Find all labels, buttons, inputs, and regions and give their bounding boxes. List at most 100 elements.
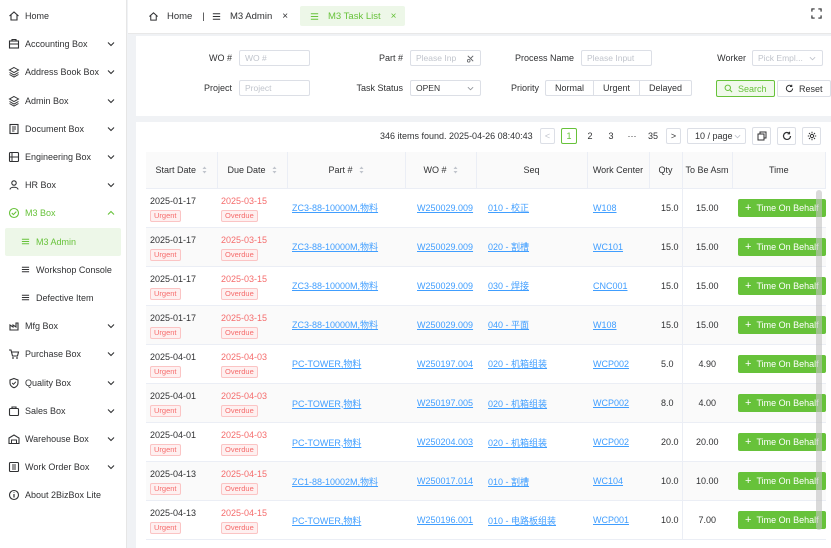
sidebar-item-about-2bizbox-lite[interactable]: About 2BizBox Lite [0, 481, 126, 509]
time-on-behalf-button[interactable]: + Time On Behalf [738, 276, 826, 295]
work-center-link[interactable]: W108 [593, 319, 617, 330]
wo-link[interactable]: W250029.009 [417, 319, 474, 330]
sidebar-item-m3-box[interactable]: M3 Box [0, 199, 126, 227]
seq-link[interactable]: 020 - 机箱组装 [488, 398, 548, 409]
sort-icon[interactable] [272, 166, 277, 174]
time-on-behalf-button[interactable]: + Time On Behalf [738, 354, 826, 373]
wo-link[interactable]: W250029.009 [417, 280, 474, 291]
part-link[interactable]: ZC3-88-10000M,物料 [292, 203, 379, 214]
work-center-link[interactable]: WC101 [593, 241, 624, 252]
worker-select[interactable]: Pick Empl... [752, 50, 823, 66]
part-link[interactable]: PC-TOWER,物料 [292, 437, 362, 448]
part-picker-icon[interactable] [466, 54, 475, 63]
column-header-wo[interactable]: WO # [405, 152, 477, 189]
sidebar-item-accounting-box[interactable]: Accounting Box [0, 30, 126, 58]
work-center-link[interactable]: WCP002 [593, 437, 630, 448]
part-link[interactable]: ZC3-88-10000M,物料 [292, 281, 379, 292]
fullscreen-icon[interactable] [811, 8, 822, 19]
time-on-behalf-button[interactable]: + Time On Behalf [738, 394, 826, 413]
page-size-select[interactable]: 10 / page [687, 128, 746, 144]
seq-link[interactable]: 020 - 机箱组装 [488, 437, 548, 448]
part-input[interactable]: Please Inp [410, 50, 481, 66]
work-center-link[interactable]: WCP001 [593, 515, 630, 526]
project-input[interactable]: Project [239, 80, 310, 96]
sidebar-item-engineering-box[interactable]: Engineering Box [0, 143, 126, 171]
sidebar-subitem-defective-item[interactable]: Defective Item [0, 284, 126, 312]
tab-m3-task-list[interactable]: M3 Task List × [300, 6, 406, 26]
sidebar-subitem-workshop-console[interactable]: Workshop Console [0, 256, 126, 284]
page-2[interactable]: 2 [587, 131, 593, 141]
wo-link[interactable]: W250029.009 [417, 241, 474, 252]
settings-button[interactable] [802, 127, 821, 145]
sidebar-item-home[interactable]: Home [0, 2, 126, 30]
task-status-select[interactable]: OPEN [410, 80, 481, 96]
sidebar-item-warehouse-box[interactable]: Warehouse Box [0, 425, 126, 453]
tab-home[interactable]: Home | [148, 6, 205, 26]
priority-delayed[interactable]: Delayed [649, 83, 683, 93]
part-link[interactable]: PC-TOWER,物料 [292, 359, 362, 370]
seq-link[interactable]: 010 - 电路板组装 [488, 515, 557, 526]
sidebar-item-document-box[interactable]: Document Box [0, 115, 126, 143]
table-scrollbar[interactable] [816, 190, 822, 530]
wo-link[interactable]: W250196.001 [417, 515, 474, 526]
wo-link[interactable]: W250017.014 [417, 476, 474, 487]
sidebar-subitem-m3-admin[interactable]: M3 Admin [5, 227, 121, 256]
wo-link[interactable]: W250204.003 [417, 437, 474, 448]
work-center-link[interactable]: CNC001 [593, 280, 628, 291]
time-on-behalf-button[interactable]: + Time On Behalf [738, 315, 826, 334]
refresh-button[interactable] [777, 127, 796, 145]
work-center-link[interactable]: WC104 [593, 476, 624, 487]
part-link[interactable]: ZC1-88-10002M,物料 [292, 476, 379, 487]
column-header-due-date[interactable]: Due Date [217, 152, 288, 189]
sidebar-item-sales-box[interactable]: Sales Box [0, 397, 126, 425]
part-link[interactable]: ZC3-88-10000M,物料 [292, 242, 379, 253]
column-header-start-date[interactable]: Start Date [146, 152, 218, 189]
sidebar-item-work-order-box[interactable]: Work Order Box [0, 453, 126, 481]
wo-link[interactable]: W250029.009 [417, 202, 474, 213]
sidebar-item-hr-box[interactable]: HR Box [0, 171, 126, 199]
page-1[interactable]: 1 [561, 128, 577, 144]
sidebar-item-purchase-box[interactable]: Purchase Box [0, 340, 126, 368]
seq-link[interactable]: 030 - 焊接 [488, 281, 530, 292]
sidebar-item-mfg-box[interactable]: Mfg Box [0, 312, 126, 340]
seq-link[interactable]: 040 - 平面 [488, 320, 530, 331]
process-name-input[interactable]: Please Input [581, 50, 652, 66]
sidebar-item-admin-box[interactable]: Admin Box [0, 87, 126, 115]
work-center-link[interactable]: WCP002 [593, 358, 630, 369]
close-icon[interactable]: × [390, 10, 397, 22]
search-button[interactable]: Search [716, 80, 775, 97]
time-on-behalf-button[interactable]: + Time On Behalf [738, 472, 826, 491]
page-ellipsis[interactable]: ··· [627, 131, 637, 141]
sort-icon[interactable] [453, 166, 458, 174]
copy-button[interactable] [752, 127, 771, 145]
next-page-button[interactable]: > [666, 128, 681, 144]
seq-link[interactable]: 020 - 割槽 [488, 242, 530, 253]
work-center-link[interactable]: W108 [593, 202, 617, 213]
seq-link[interactable]: 010 - 割槽 [488, 476, 530, 487]
part-link[interactable]: ZC3-88-10000M,物料 [292, 320, 379, 331]
wo-link[interactable]: W250197.004 [417, 358, 474, 369]
priority-normal[interactable]: Normal [546, 81, 595, 95]
wo-link[interactable]: W250197.005 [417, 398, 474, 409]
seq-link[interactable]: 010 - 校正 [488, 203, 530, 214]
page-3[interactable]: 3 [608, 131, 614, 141]
time-on-behalf-button[interactable]: + Time On Behalf [738, 198, 826, 217]
column-header-part[interactable]: Part # [287, 152, 406, 189]
close-icon[interactable]: × [282, 10, 289, 22]
time-on-behalf-button[interactable]: + Time On Behalf [738, 237, 826, 256]
time-on-behalf-button[interactable]: + Time On Behalf [738, 511, 826, 530]
sort-icon[interactable] [359, 166, 364, 174]
sidebar-item-quality-box[interactable]: Quality Box [0, 368, 126, 396]
tab-m3-admin[interactable]: M3 Admin × [211, 6, 288, 26]
reset-button[interactable]: Reset [777, 80, 831, 97]
sort-icon[interactable] [202, 166, 207, 174]
sidebar-item-address-book-box[interactable]: Address Book Box [0, 58, 126, 86]
work-center-link[interactable]: WCP002 [593, 398, 630, 409]
part-link[interactable]: PC-TOWER,物料 [292, 398, 362, 409]
page-35[interactable]: 35 [647, 131, 658, 141]
priority-urgent[interactable]: Urgent [594, 81, 641, 95]
part-link[interactable]: PC-TOWER,物料 [292, 515, 362, 526]
time-on-behalf-button[interactable]: + Time On Behalf [738, 433, 826, 452]
wo-input[interactable]: WO # [239, 50, 310, 66]
prev-page-button[interactable]: < [540, 128, 555, 144]
